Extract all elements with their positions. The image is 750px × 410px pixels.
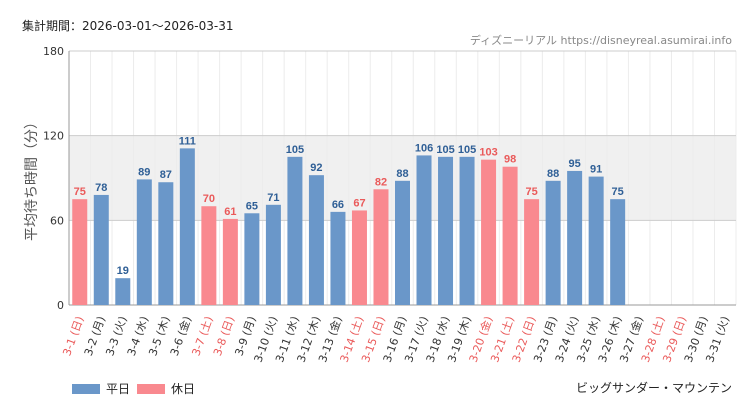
bar-value-label: 75: [525, 186, 537, 198]
bar: [115, 278, 131, 305]
y-axis-title: 平均待ち時間（分）: [24, 115, 40, 241]
bar-value-label: 105: [458, 144, 476, 156]
legend-holiday: 休日: [137, 380, 195, 397]
bar: [438, 156, 454, 305]
bar: [158, 182, 174, 305]
bar-value-label: 95: [569, 158, 581, 170]
source-label: ディズニーリアル https://disneyreal.asumirai.inf…: [469, 34, 732, 47]
bar: [351, 210, 367, 305]
bar-value-label: 19: [117, 265, 129, 277]
bar: [373, 189, 389, 305]
bar-value-label: 75: [74, 186, 86, 198]
bar-value-label: 105: [436, 144, 454, 156]
bar: [265, 204, 281, 305]
bar: [416, 155, 432, 305]
bar-value-label: 91: [590, 164, 602, 176]
bar-value-label: 75: [612, 186, 624, 198]
bar: [545, 180, 561, 305]
period-label: 集計期間：2026-03-01～2026-03-31: [22, 19, 234, 33]
bar: [459, 156, 475, 305]
bar: [244, 213, 260, 305]
bar-value-label: 78: [95, 182, 107, 194]
attraction-name: ビッグサンダー・マウンテン: [575, 381, 732, 395]
bar-value-label: 89: [138, 166, 150, 178]
legend-weekday: 平日: [72, 380, 130, 397]
bar: [524, 199, 540, 305]
bar: [610, 199, 626, 305]
bar-value-label: 87: [160, 169, 172, 181]
bar-value-label: 88: [547, 168, 559, 180]
bar: [136, 179, 152, 305]
bar: [222, 218, 238, 305]
bar-value-label: 98: [504, 154, 516, 166]
y-tick-label: 60: [50, 214, 64, 227]
legend-holiday-swatch: [137, 383, 165, 394]
bar-value-label: 61: [224, 206, 236, 218]
bar-value-label: 88: [396, 168, 408, 180]
bar: [502, 166, 518, 305]
legend-weekday-label: 平日: [106, 382, 131, 396]
y-tick-label: 0: [57, 299, 64, 312]
bar: [588, 176, 604, 305]
legend-holiday-label: 休日: [171, 382, 196, 396]
bar-value-label: 66: [332, 199, 344, 211]
bar: [287, 156, 303, 305]
bar-value-label: 105: [286, 144, 304, 156]
bar-value-label: 92: [310, 162, 322, 174]
bar: [72, 199, 88, 305]
bar: [330, 211, 346, 305]
y-tick-label: 120: [43, 130, 64, 143]
bar: [395, 180, 410, 305]
bar: [308, 175, 324, 305]
bar-value-label: 103: [479, 147, 497, 159]
bar-value-label: 106: [415, 142, 433, 154]
bar-value-label: 67: [353, 197, 365, 209]
bar-value-label: 111: [179, 135, 196, 147]
bar: [93, 194, 109, 305]
bar-value-label: 71: [267, 192, 279, 204]
bar-value-label: 82: [375, 176, 387, 188]
bar-value-label: 65: [246, 200, 258, 212]
bar: [481, 159, 497, 305]
bar: [567, 170, 583, 305]
legend-weekday-swatch: [72, 383, 100, 394]
bar-value-label: 70: [203, 193, 215, 205]
bar: [179, 148, 195, 305]
bar: [201, 206, 217, 305]
y-tick-label: 180: [43, 45, 64, 58]
